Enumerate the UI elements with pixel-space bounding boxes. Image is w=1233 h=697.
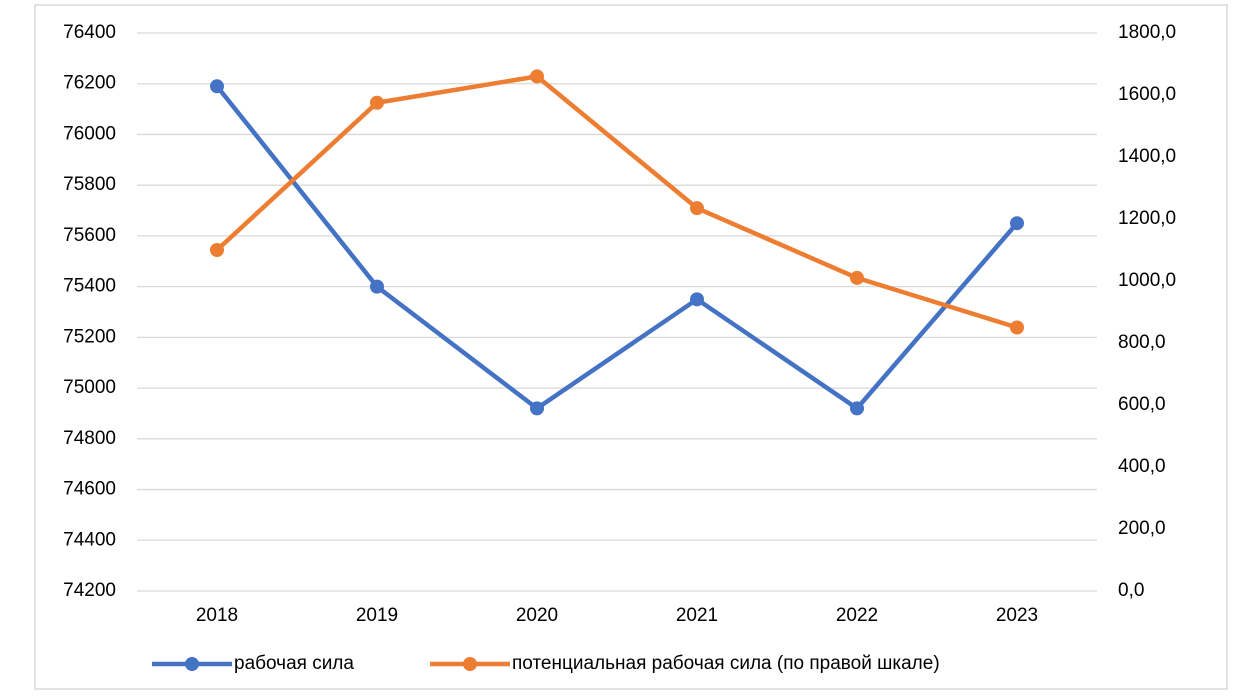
y2-tick-label: 1600,0	[1118, 84, 1176, 105]
y2-tick-label: 0,0	[1118, 580, 1144, 601]
legend-label: потенциальная рабочая сила (по правой шк…	[512, 653, 940, 674]
point	[1010, 320, 1024, 335]
y2-tick-label: 200,0	[1118, 518, 1166, 539]
y-tick-label: 76400	[63, 22, 116, 43]
y-tick-label: 74600	[63, 479, 116, 500]
y-tick-label: 76000	[63, 123, 116, 144]
y2-tick-label: 1000,0	[1118, 270, 1176, 291]
y2-tick-label: 1800,0	[1118, 22, 1176, 43]
y2-tick-label: 600,0	[1118, 394, 1166, 415]
y2-tick-label: 1400,0	[1118, 146, 1176, 167]
point	[210, 79, 224, 94]
point	[530, 69, 544, 84]
point	[850, 401, 864, 416]
x-tick-label: 2019	[356, 605, 398, 626]
y2-tick-label: 1200,0	[1118, 208, 1176, 229]
point	[370, 95, 384, 110]
y-tick-label: 74400	[63, 529, 116, 550]
y-tick-label: 75000	[63, 377, 116, 398]
series-line	[215, 84, 1019, 411]
point	[370, 279, 384, 294]
x-tick-label: 2021	[676, 605, 718, 626]
y-tick-label: 75400	[63, 276, 116, 297]
point	[850, 270, 864, 285]
y-tick-label: 76200	[63, 73, 116, 94]
point	[690, 292, 704, 307]
y-tick-label: 75800	[63, 174, 116, 195]
y-tick-label: 75200	[63, 326, 116, 347]
point	[530, 401, 544, 416]
legend-label: рабочая сила	[234, 653, 354, 674]
point	[1010, 216, 1024, 231]
x-tick-label: 2020	[516, 605, 558, 626]
x-tick-label: 2022	[836, 605, 878, 626]
point	[210, 243, 224, 257]
x-tick-label: 2023	[996, 605, 1038, 626]
series-line	[215, 74, 1018, 330]
legend-marker	[463, 657, 477, 671]
x-tick-label: 2018	[196, 605, 238, 626]
y-tick-label: 75600	[63, 225, 116, 246]
y-tick-label: 74200	[63, 580, 116, 601]
y2-tick-label: 400,0	[1118, 456, 1166, 477]
legend-marker	[185, 657, 199, 671]
y-tick-label: 74800	[63, 428, 116, 449]
point	[690, 201, 704, 216]
y2-tick-label: 800,0	[1118, 332, 1166, 353]
